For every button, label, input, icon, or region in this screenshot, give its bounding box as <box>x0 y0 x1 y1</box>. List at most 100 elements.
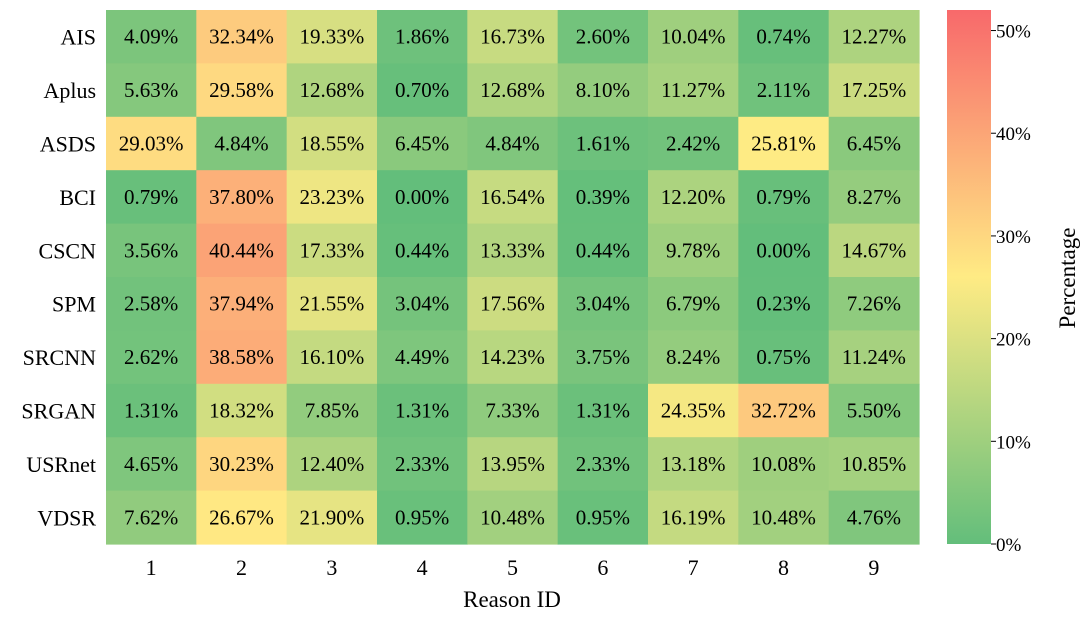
heatmap-cell <box>196 10 288 64</box>
heatmap-cell <box>828 277 920 331</box>
heatmap-cell <box>467 277 559 331</box>
heatmap-cell <box>557 63 649 118</box>
heatmap-cell <box>286 63 378 118</box>
cell-value-label: 0.00% <box>395 185 449 209</box>
heatmap-cell <box>196 277 288 331</box>
heatmap-cell <box>557 170 649 225</box>
heatmap-cell <box>828 437 920 492</box>
cell-value-label: 13.95% <box>480 452 545 476</box>
heatmap-cell <box>377 10 468 64</box>
heatmap-cell <box>467 63 559 118</box>
heatmap-cell <box>828 490 920 545</box>
cell-value-label: 16.10% <box>299 345 364 369</box>
heatmap-cell <box>286 10 378 64</box>
cell-value-label: 10.08% <box>751 452 816 476</box>
heatmap-cell <box>828 223 920 278</box>
heatmap-cell <box>106 437 197 492</box>
colorbar-tick-label: 30% <box>996 227 1031 248</box>
column-label: 3 <box>326 555 337 580</box>
cell-value-label: 10.48% <box>480 505 545 529</box>
colorbar-tick-label: 0% <box>996 535 1022 556</box>
heatmap-cell <box>377 223 468 278</box>
cell-value-label: 1.31% <box>576 399 630 423</box>
cell-value-label: 9.78% <box>666 238 720 262</box>
row-label: USRnet <box>26 452 96 477</box>
cell-value-label: 12.68% <box>299 78 364 102</box>
cell-value-label: 10.48% <box>751 505 816 529</box>
cell-value-label: 0.95% <box>395 505 449 529</box>
heatmap-cell <box>738 490 830 545</box>
heatmap-cell <box>377 383 468 438</box>
colorbar-tick-label: 10% <box>996 432 1031 453</box>
row-label: SRGAN <box>21 399 96 424</box>
heatmap-cell <box>557 223 649 278</box>
cell-value-label: 3.04% <box>395 292 449 316</box>
cell-value-label: 7.62% <box>124 505 178 529</box>
cell-value-label: 18.55% <box>299 132 364 156</box>
cell-value-label: 12.27% <box>841 25 906 49</box>
row-label: BCI <box>59 185 96 210</box>
heatmap-cell <box>557 437 649 492</box>
heatmap-cell <box>377 63 468 118</box>
cell-value-label: 7.26% <box>847 292 901 316</box>
column-label: 2 <box>236 555 247 580</box>
heatmap-cell <box>377 437 468 492</box>
cell-value-label: 13.33% <box>480 238 545 262</box>
heatmap-cell <box>196 330 288 385</box>
heatmap-cell <box>557 490 649 545</box>
cell-value-label: 10.04% <box>661 25 726 49</box>
cell-value-label: 21.90% <box>299 505 364 529</box>
cell-value-label: 17.56% <box>480 292 545 316</box>
cell-value-label: 0.74% <box>756 25 810 49</box>
cell-value-label: 12.40% <box>299 452 364 476</box>
colorbar-tick-label: 50% <box>996 22 1031 43</box>
cell-value-label: 3.75% <box>576 345 630 369</box>
heatmap-cell <box>828 383 920 438</box>
heatmap-cell <box>828 116 920 171</box>
heatmap-cell <box>196 383 288 438</box>
cell-value-label: 0.23% <box>756 292 810 316</box>
cell-value-label: 0.44% <box>395 238 449 262</box>
cell-value-label: 0.39% <box>576 185 630 209</box>
heatmap-cell <box>106 490 197 545</box>
row-label: Aplus <box>43 78 96 103</box>
cell-value-label: 2.58% <box>124 292 178 316</box>
cell-value-label: 40.44% <box>209 238 274 262</box>
heatmap-cell <box>196 116 288 171</box>
cell-value-label: 2.33% <box>576 452 630 476</box>
heatmap-cell <box>557 330 649 385</box>
cell-value-label: 25.81% <box>751 132 816 156</box>
heatmap-cell <box>106 63 197 118</box>
heatmap-cell <box>828 63 920 118</box>
heatmap-cell <box>467 490 559 545</box>
cell-value-label: 14.23% <box>480 345 545 369</box>
heatmap-cell <box>106 223 197 278</box>
cell-value-label: 18.32% <box>209 399 274 423</box>
cell-value-label: 12.20% <box>661 185 726 209</box>
cell-value-label: 0.75% <box>756 345 810 369</box>
x-axis-title: Reason ID <box>463 587 561 612</box>
cell-value-label: 14.67% <box>841 238 906 262</box>
heatmap-cell <box>106 330 197 385</box>
cell-value-label: 6.45% <box>847 132 901 156</box>
cell-value-label: 5.50% <box>847 399 901 423</box>
heatmap-cell <box>377 490 468 545</box>
heatmap-cell <box>738 116 830 171</box>
heatmap-cell <box>286 277 378 331</box>
column-label: 9 <box>868 555 879 580</box>
row-labels: AIS Aplus ASDS BCI CSCN SPM SRCNN SRGAN USRnet VD… <box>21 25 96 531</box>
heatmap-cell <box>286 223 378 278</box>
heatmap-cell <box>106 277 197 331</box>
heatmap-cell <box>828 10 920 64</box>
cell-value-label: 16.73% <box>480 25 545 49</box>
colorbar-ticks: 0% 10% 20% 30% 40% 50% <box>991 22 1031 556</box>
heatmap-cell <box>467 116 559 171</box>
column-label: 6 <box>597 555 608 580</box>
heatmap-cell <box>648 116 739 171</box>
row-label: CSCN <box>39 238 97 263</box>
row-label: AIS <box>61 25 96 50</box>
cell-value-label: 16.19% <box>661 505 726 529</box>
column-labels: 1 2 3 4 5 6 7 8 9 <box>146 555 880 580</box>
cell-value-label: 32.72% <box>751 399 816 423</box>
